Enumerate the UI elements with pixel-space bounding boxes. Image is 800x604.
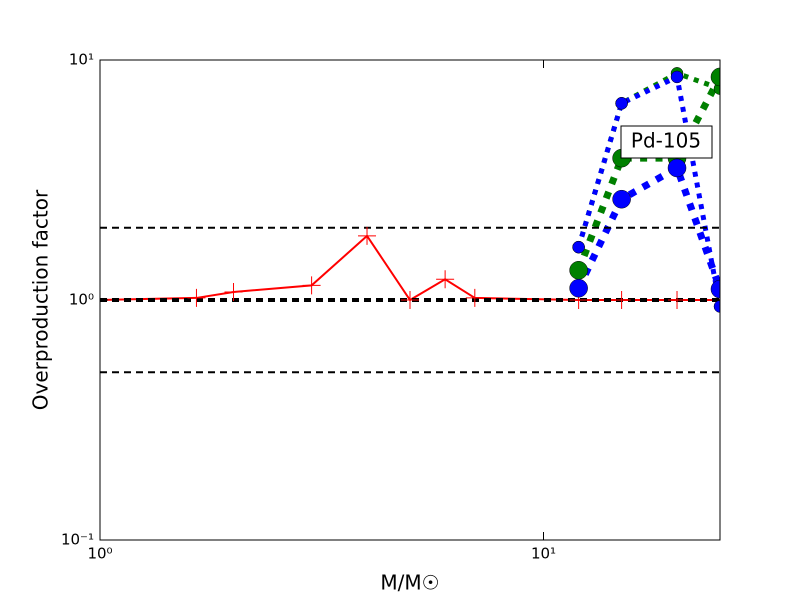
data-point	[302, 276, 321, 295]
series-line	[576, 73, 720, 307]
data-point	[436, 270, 455, 289]
x-tick-label: 10⁰	[87, 545, 112, 563]
data-point	[710, 67, 720, 87]
y-tick-label: 10¹	[69, 51, 94, 69]
plot-area	[100, 67, 720, 374]
data-point	[710, 279, 720, 299]
data-point	[187, 288, 206, 307]
y-tick-label: 10⁰	[69, 291, 94, 309]
series-line	[576, 70, 720, 248]
series-line	[575, 162, 720, 291]
y-axis-label: Overproduction factor	[29, 189, 53, 410]
annotation-frame	[620, 125, 713, 159]
data-point	[572, 240, 585, 254]
x-tick-label: 10¹	[531, 545, 556, 563]
data-point	[224, 282, 243, 301]
data-point	[569, 278, 588, 298]
data-point	[358, 226, 377, 245]
y-tick-label: 10⁻¹	[61, 531, 94, 549]
annotation: Pd-105	[631, 129, 701, 153]
data-point	[668, 291, 687, 309]
annotation-box: Pd-105	[620, 125, 713, 159]
series-line	[575, 75, 720, 272]
data-point	[612, 189, 631, 209]
data-point	[713, 300, 720, 313]
data-point	[569, 261, 588, 280]
data-point	[670, 70, 684, 84]
data-point	[615, 97, 628, 110]
data-point	[612, 291, 631, 309]
x-axis-label: M/M☉	[380, 571, 439, 595]
data-point	[667, 158, 687, 178]
data-point	[401, 291, 419, 309]
data-point	[465, 288, 484, 307]
